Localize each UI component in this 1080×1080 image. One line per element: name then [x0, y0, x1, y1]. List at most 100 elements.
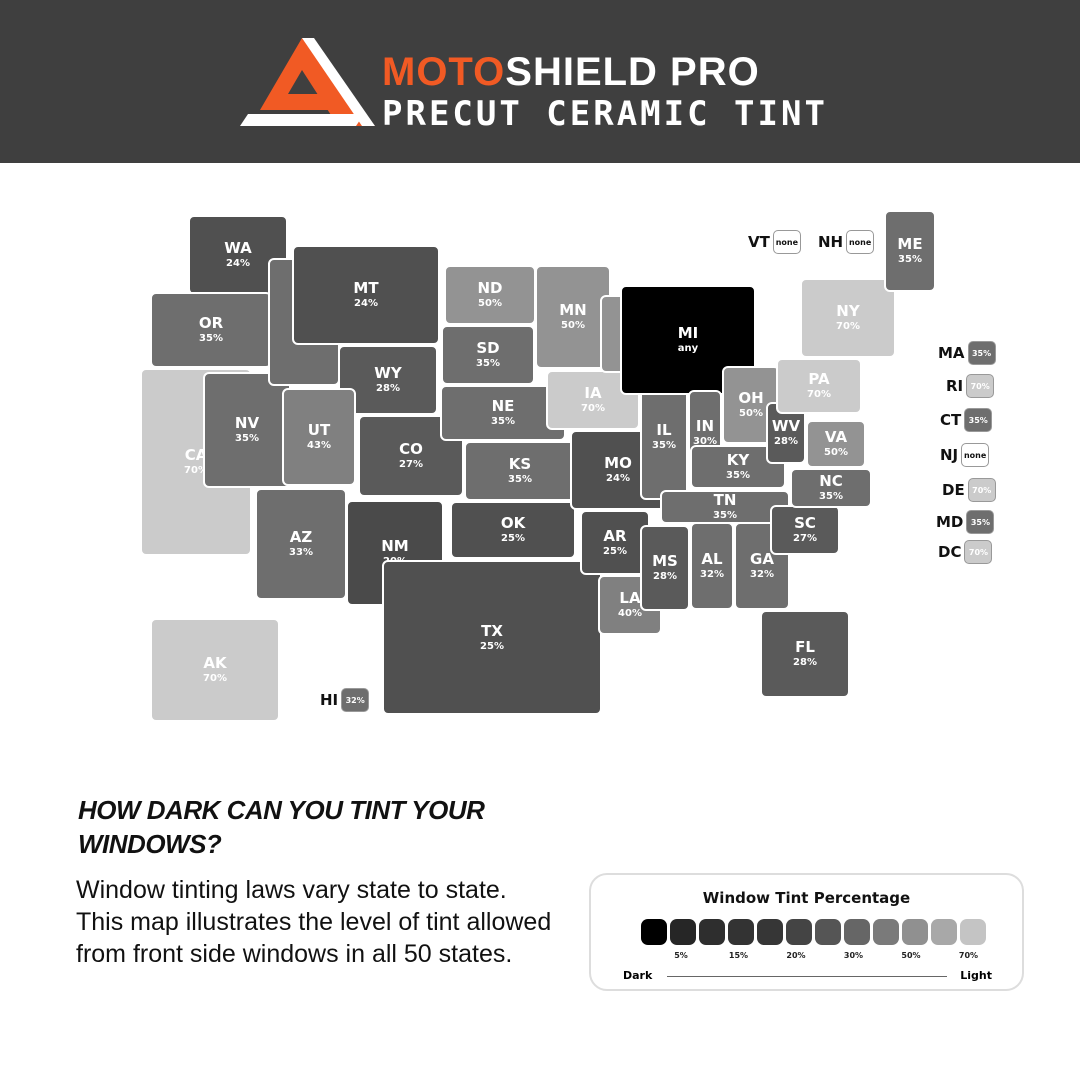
callout-code: VT — [748, 233, 770, 251]
state-az: AZ 33% — [255, 488, 347, 600]
state-value: 35% — [713, 510, 737, 521]
state-value: 35% — [199, 333, 223, 344]
state-code: IA — [584, 384, 602, 402]
state-ok: OK 25% — [450, 501, 576, 559]
state-code: SC — [794, 514, 816, 532]
state-code: AZ — [289, 528, 313, 546]
callout-ri: RI 70% — [946, 374, 995, 398]
state-sc: SC 27% — [770, 505, 840, 555]
state-code: WA — [224, 239, 252, 257]
state-code: OR — [198, 314, 224, 332]
callout-value: 32% — [341, 688, 370, 712]
brand-moto: MOTO — [382, 50, 506, 94]
state-me: ME 35% — [884, 210, 936, 292]
state-code: MO — [604, 454, 632, 472]
legend-swatch — [699, 919, 725, 945]
legend-swatch — [728, 919, 754, 945]
state-value: 35% — [652, 440, 676, 451]
state-value: any — [677, 343, 699, 354]
state-code: CA — [184, 446, 208, 464]
state-code: LA — [619, 589, 641, 607]
state-code: CO — [399, 440, 423, 458]
state-code: MT — [353, 279, 379, 297]
callout-code: RI — [946, 377, 964, 395]
state-value: 50% — [824, 447, 848, 458]
legend-tick: 20% — [786, 951, 806, 960]
state-value: 24% — [354, 298, 378, 309]
state-nv: NV 35% — [203, 372, 291, 488]
state-value: 70% — [581, 403, 605, 414]
state-value: 25% — [501, 533, 525, 544]
state-code: ME — [897, 235, 923, 253]
legend-tick: 30% — [843, 951, 864, 960]
state-nd: ND 50% — [444, 265, 536, 325]
legend-tick: 50% — [901, 951, 921, 960]
state-value: 35% — [819, 491, 843, 502]
state-code: SD — [476, 339, 500, 357]
state-mt: MT 24% — [292, 245, 440, 345]
state-value: 28% — [793, 657, 817, 668]
state-code: NY — [836, 302, 860, 320]
state-code: ND — [477, 279, 503, 297]
brand-name: MOTOSHIELD PRO — [382, 50, 760, 94]
state-value: 35% — [898, 254, 922, 265]
callout-de: DE 70% — [942, 478, 996, 502]
tagline: PRECUT CERAMIC TINT — [382, 94, 828, 134]
state-code: AK — [203, 654, 227, 672]
state-code: IN — [695, 417, 715, 435]
legend-swatch — [757, 919, 783, 945]
state-ny: NY 70% — [800, 278, 896, 358]
state-value: 30% — [693, 436, 717, 447]
state-code: OK — [500, 514, 526, 532]
callout-md: MD 35% — [936, 510, 995, 534]
callout-code: DE — [942, 481, 965, 499]
state-value: 25% — [480, 640, 504, 652]
state-code: KY — [726, 451, 750, 469]
state-tx: TX 25% — [382, 560, 602, 715]
legend-swatch — [641, 919, 667, 945]
callout-value: 35% — [964, 408, 993, 432]
state-code: AR — [603, 526, 627, 545]
legend-swatches — [641, 919, 986, 945]
state-value: 32% — [700, 569, 724, 580]
callout-vt: VT none — [748, 230, 801, 254]
state-code: TN — [713, 491, 737, 509]
state-code: AL — [701, 550, 723, 568]
legend-swatch — [902, 919, 928, 945]
callout-value: none — [961, 443, 990, 467]
state-value: 70% — [184, 465, 208, 476]
state-value: 70% — [836, 321, 860, 332]
callout-code: NH — [818, 233, 844, 251]
state-code: IL — [656, 421, 672, 439]
callout-value: none — [772, 230, 801, 254]
callout-code: MD — [936, 513, 964, 531]
state-code: OH — [738, 389, 764, 407]
state-value: 24% — [606, 473, 630, 484]
legend-tick: 70% — [958, 951, 979, 960]
state-value: 28% — [774, 436, 798, 447]
legend-swatch — [670, 919, 696, 945]
state-code: GA — [750, 550, 774, 568]
state-code: WY — [374, 364, 402, 382]
legend-swatch — [931, 919, 957, 945]
logo-triangle-icon — [240, 38, 375, 126]
state-value: 50% — [561, 320, 585, 331]
state-value: 35% — [476, 358, 500, 369]
info-title: HOW DARK CAN YOU TINT YOUR WINDOWS? — [78, 795, 485, 859]
legend-swatch — [960, 919, 986, 945]
state-value: 70% — [807, 389, 831, 400]
state-al: AL 32% — [690, 522, 734, 610]
callout-code: MA — [938, 344, 965, 362]
callout-code: CT — [940, 411, 962, 429]
state-code: KS — [508, 455, 532, 473]
state-value: 27% — [399, 459, 423, 470]
state-value: 28% — [376, 383, 400, 394]
state-code: PA — [808, 370, 830, 388]
state-ak: AK 70% — [150, 618, 280, 722]
state-wa: WA 24% — [188, 215, 288, 295]
callout-value: 70% — [964, 540, 993, 564]
state-code: MI — [677, 324, 699, 342]
legend-swatch — [844, 919, 870, 945]
legend-light-label: Light — [960, 969, 992, 982]
brand-shield-pro: SHIELD PRO — [505, 50, 760, 94]
